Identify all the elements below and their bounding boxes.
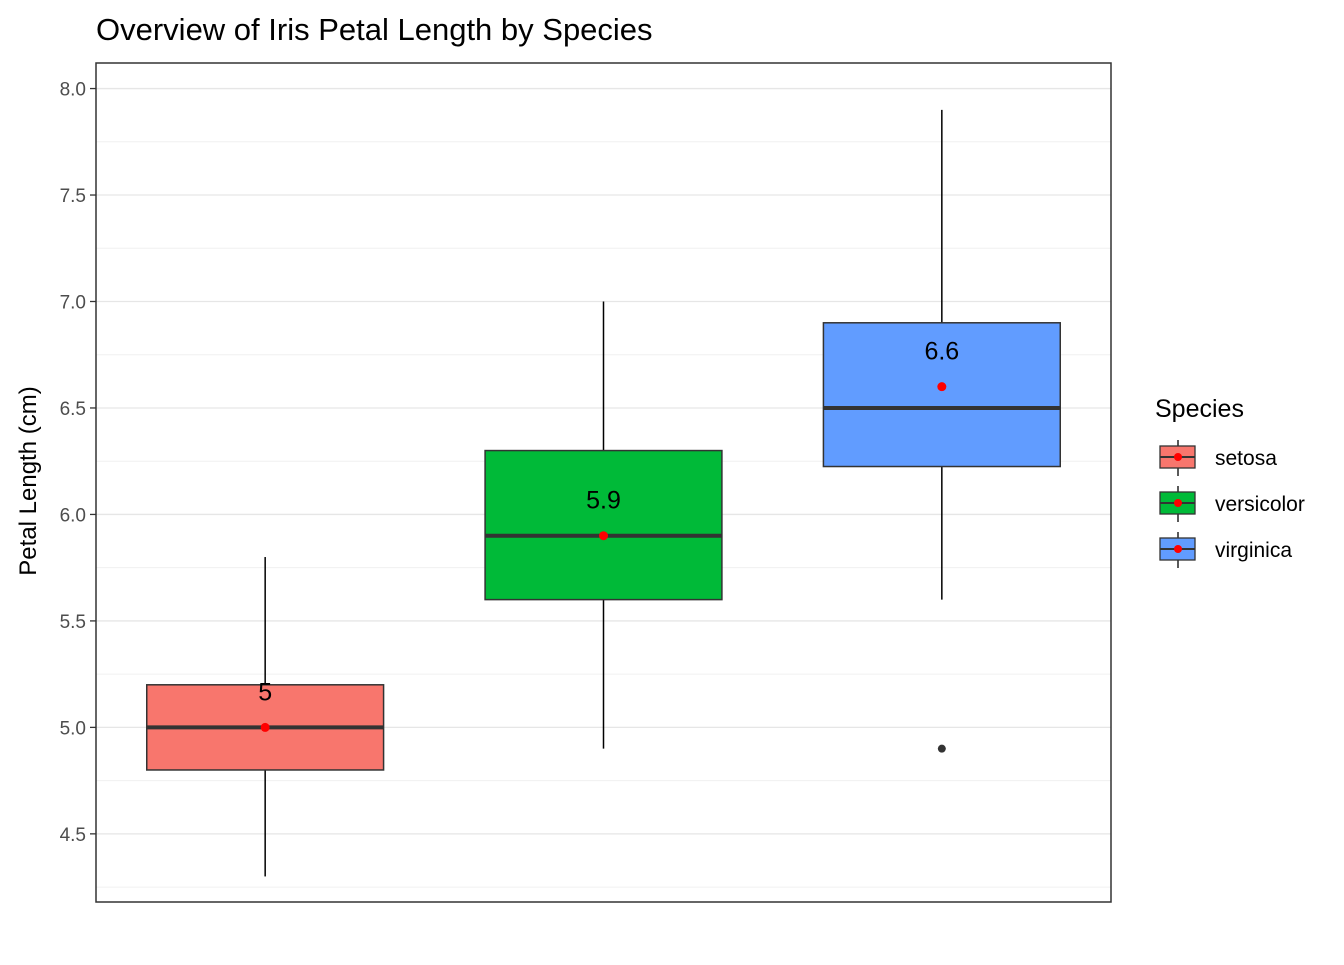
mean-label: 6.6 bbox=[924, 338, 959, 366]
mean-point bbox=[260, 722, 270, 732]
legend: Species setosa versicolor virginica bbox=[1155, 395, 1305, 568]
mean-label: 5 bbox=[258, 678, 272, 706]
legend-label: versicolor bbox=[1215, 493, 1305, 516]
plot-panel-border bbox=[95, 62, 1112, 903]
mean-point bbox=[937, 382, 947, 392]
y-axis-label: Petal Length (cm) bbox=[15, 386, 42, 575]
box-body bbox=[484, 449, 723, 601]
y-tick-label: 6.0 bbox=[60, 505, 86, 526]
legend-item-setosa: setosa bbox=[1159, 440, 1277, 476]
outlier-point bbox=[937, 744, 946, 753]
legend-key-mean bbox=[1174, 499, 1182, 507]
legend-key-mean bbox=[1174, 453, 1182, 461]
y-tick-label: 5.5 bbox=[60, 612, 86, 633]
y-tick-label: 5.0 bbox=[60, 718, 86, 739]
box-versicolor: 5.9 bbox=[484, 301, 723, 749]
y-tick-label: 4.5 bbox=[60, 825, 86, 846]
y-tick-label: 6.5 bbox=[60, 399, 86, 420]
y-tick-label: 7.5 bbox=[60, 186, 86, 207]
legend-item-virginica: virginica bbox=[1159, 532, 1292, 568]
box-virginica: 6.6 bbox=[822, 109, 1062, 753]
box-setosa: 5 bbox=[146, 557, 385, 877]
legend-item-versicolor: versicolor bbox=[1159, 486, 1305, 522]
mean-label: 5.9 bbox=[586, 487, 621, 515]
boxes: 5 5.9 6.6 bbox=[146, 109, 1062, 877]
y-axis: 4.5 5.0 5.5 6.0 6.5 7.0 7.5 8.0 bbox=[60, 80, 96, 846]
y-tick-label: 7.0 bbox=[60, 292, 86, 313]
legend-title: Species bbox=[1155, 395, 1244, 423]
y-tick-label: 8.0 bbox=[60, 80, 86, 101]
mean-point bbox=[599, 531, 608, 541]
box-body bbox=[822, 322, 1062, 468]
legend-key-mean bbox=[1174, 545, 1182, 553]
chart-title: Overview of Iris Petal Length by Species bbox=[96, 12, 653, 47]
legend-label: virginica bbox=[1215, 539, 1292, 562]
legend-label: setosa bbox=[1215, 447, 1277, 470]
